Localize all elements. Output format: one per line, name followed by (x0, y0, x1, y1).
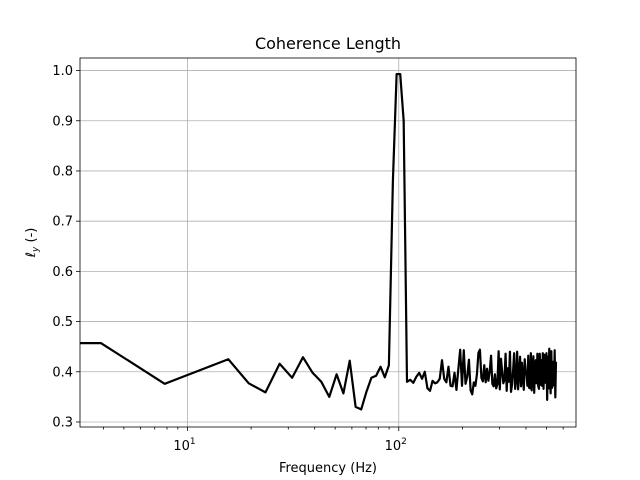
series-group (80, 72, 558, 411)
y-axis-label-unit: (-) (24, 228, 39, 247)
plot-frame (79, 57, 577, 428)
y-axis-label: ℓy (-) (24, 228, 41, 259)
y-tick-label: 0.4 (52, 365, 73, 380)
grid-lines (80, 58, 576, 427)
y-tick-label: 0.9 (52, 114, 73, 129)
chart-title: Coherence Length (255, 34, 401, 53)
y-tick-label: 0.6 (52, 265, 73, 280)
y-tick-label: 1.0 (52, 64, 73, 79)
x-tick-label: 101 (173, 437, 195, 454)
axis-ticks: 0.3 0.4 0.5 0.6 0.7 0.8 0.9 1.0 101 102 (52, 64, 564, 454)
x-axis-label: Frequency (Hz) (279, 461, 377, 476)
y-tick-label: 0.7 (52, 215, 73, 230)
y-axis-label-main: ℓ (24, 252, 39, 258)
series-line (80, 72, 558, 411)
x-tick-label: 102 (385, 437, 407, 454)
y-tick-label: 0.3 (52, 415, 73, 430)
y-axis-label-subscript: y (31, 246, 41, 253)
y-tick-label: 0.5 (52, 315, 73, 330)
y-tick-label: 0.8 (52, 164, 73, 179)
